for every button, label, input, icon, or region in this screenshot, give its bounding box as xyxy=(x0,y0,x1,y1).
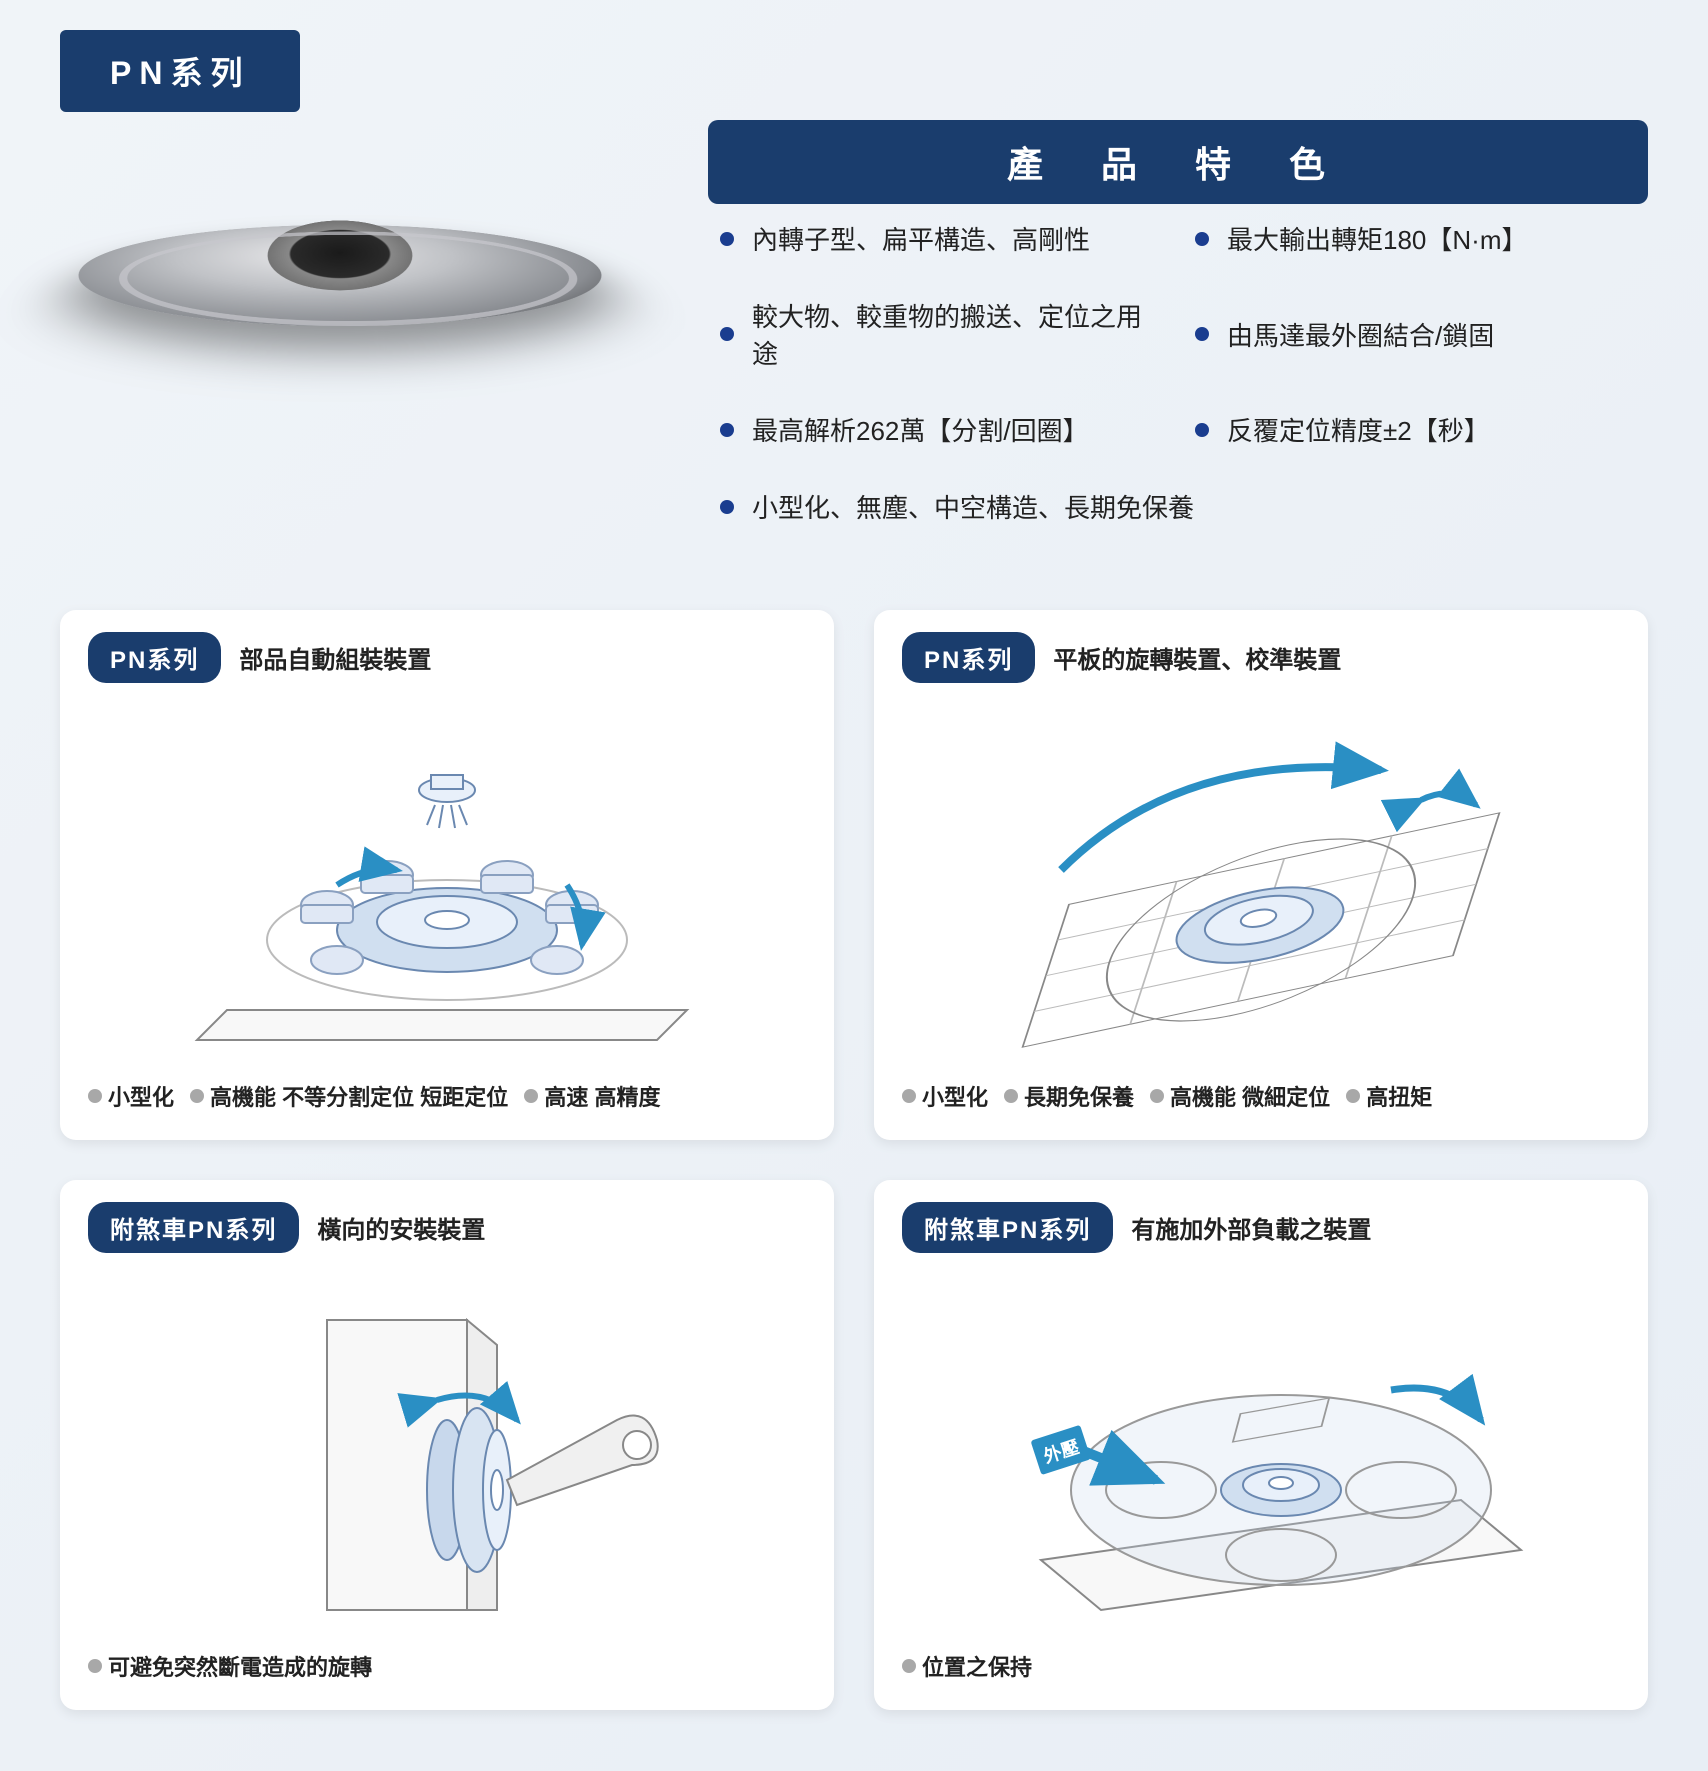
bullet-icon xyxy=(720,327,734,341)
footer-group: 小型化 xyxy=(902,1080,988,1112)
footer-group: 可避免突然斷電造成的旋轉 xyxy=(88,1650,372,1682)
card-title: 有施加外部負載之裝置 xyxy=(1131,1210,1371,1245)
card-badge: PN系列 xyxy=(88,632,221,683)
card-illustration xyxy=(88,1269,806,1650)
footer-text: 小型化 xyxy=(108,1080,174,1112)
footer-text: 高機能 xyxy=(1170,1080,1236,1112)
bullet-icon xyxy=(1195,423,1209,437)
footer-text: 微細定位 xyxy=(1242,1080,1330,1112)
application-card: PN系列 平板的旋轉裝置、校準裝置 xyxy=(874,610,1648,1140)
card-illustration xyxy=(88,699,806,1080)
footer-text: 長期免保養 xyxy=(1024,1080,1134,1112)
gray-bullet-icon xyxy=(902,1659,916,1673)
external-load-diagram: 外壓 xyxy=(981,1300,1541,1620)
gray-bullet-icon xyxy=(190,1089,204,1103)
card-badge: 附煞車PN系列 xyxy=(902,1202,1113,1253)
card-footer: 位置之保持 xyxy=(902,1650,1620,1682)
card-footer: 可避免突然斷電造成的旋轉 xyxy=(88,1650,806,1682)
footer-group: 小型化 xyxy=(88,1080,174,1112)
plate-rotation-diagram xyxy=(981,730,1541,1050)
application-card: PN系列 部品自動組裝裝置 xyxy=(60,610,834,1140)
card-header: 附煞車PN系列 有施加外部負載之裝置 xyxy=(902,1202,1620,1253)
feature-text: 由馬達最外圈結合/鎖固 xyxy=(1227,316,1494,353)
cards-grid: PN系列 部品自動組裝裝置 xyxy=(60,610,1648,1710)
footer-text: 高扭矩 xyxy=(1366,1080,1432,1112)
feature-text: 較大物、較重物的搬送、定位之用途 xyxy=(752,297,1165,371)
application-card: 附煞車PN系列 橫向的安裝裝置 可避免突然斷電造成的旋轉 xyxy=(60,1180,834,1710)
feature-item: 由馬達最外圈結合/鎖固 xyxy=(1195,297,1640,371)
gray-bullet-icon xyxy=(902,1089,916,1103)
feature-item: 內轉子型、扁平構造、高剛性 xyxy=(720,220,1165,257)
application-card: 附煞車PN系列 有施加外部負載之裝置 xyxy=(874,1180,1648,1710)
gray-bullet-icon xyxy=(1150,1089,1164,1103)
footer-text: 高速 xyxy=(544,1080,588,1112)
gray-bullet-icon xyxy=(1346,1089,1360,1103)
horizontal-mount-diagram xyxy=(187,1290,707,1630)
bullet-icon xyxy=(720,423,734,437)
card-badge: PN系列 xyxy=(902,632,1035,683)
footer-text: 高精度 xyxy=(594,1080,660,1112)
footer-group: 長期免保養 xyxy=(1004,1080,1134,1112)
assembly-diagram xyxy=(187,730,707,1050)
bullet-icon xyxy=(1195,232,1209,246)
footer-group: 高速 高精度 xyxy=(524,1080,660,1112)
feature-text: 最高解析262萬【分割/回圈】 xyxy=(752,411,1089,448)
product-photo xyxy=(80,170,620,510)
card-title: 橫向的安裝裝置 xyxy=(317,1210,485,1245)
feature-text: 內轉子型、扁平構造、高剛性 xyxy=(752,220,1090,257)
feature-item: 反覆定位精度±2【秒】 xyxy=(1195,411,1640,448)
card-illustration: 外壓 xyxy=(902,1269,1620,1650)
card-header: 附煞車PN系列 橫向的安裝裝置 xyxy=(88,1202,806,1253)
features-list: 內轉子型、扁平構造、高剛性 最大輸出轉矩180【N·m】 較大物、較重物的搬送、… xyxy=(720,220,1640,525)
bullet-icon xyxy=(720,500,734,514)
footer-text: 高機能 xyxy=(210,1080,276,1112)
bullet-icon xyxy=(1195,327,1209,341)
footer-text: 位置之保持 xyxy=(922,1650,1032,1682)
footer-text: 短距定位 xyxy=(420,1080,508,1112)
gray-bullet-icon xyxy=(1004,1089,1018,1103)
footer-group: 高扭矩 xyxy=(1346,1080,1432,1112)
footer-group: 位置之保持 xyxy=(902,1650,1032,1682)
card-footer: 小型化 高機能 不等分割定位 短距定位 高速 高精度 xyxy=(88,1080,806,1112)
card-header: PN系列 平板的旋轉裝置、校準裝置 xyxy=(902,632,1620,683)
feature-item: 最高解析262萬【分割/回圈】 xyxy=(720,411,1165,448)
features-header: 產 品 特 色 xyxy=(708,120,1648,204)
feature-text: 反覆定位精度±2【秒】 xyxy=(1227,411,1490,448)
gray-bullet-icon xyxy=(88,1659,102,1673)
feature-text: 小型化、無塵、中空構造、長期免保養 xyxy=(752,488,1194,525)
bullet-icon xyxy=(720,232,734,246)
card-footer: 小型化 長期免保養 高機能 微細定位 高扭矩 xyxy=(902,1080,1620,1112)
series-badge: PN系列 xyxy=(60,30,300,112)
feature-item: 較大物、較重物的搬送、定位之用途 xyxy=(720,297,1165,371)
card-title: 部品自動組裝裝置 xyxy=(239,640,431,675)
gray-bullet-icon xyxy=(88,1089,102,1103)
footer-group: 高機能 不等分割定位 短距定位 xyxy=(190,1080,508,1112)
card-illustration xyxy=(902,699,1620,1080)
footer-text: 不等分割定位 xyxy=(282,1080,414,1112)
motor-disc-illustration xyxy=(48,225,631,326)
feature-item: 最大輸出轉矩180【N·m】 xyxy=(1195,220,1640,257)
gray-bullet-icon xyxy=(524,1089,538,1103)
card-badge: 附煞車PN系列 xyxy=(88,1202,299,1253)
card-title: 平板的旋轉裝置、校準裝置 xyxy=(1053,640,1341,675)
card-header: PN系列 部品自動組裝裝置 xyxy=(88,632,806,683)
feature-text: 最大輸出轉矩180【N·m】 xyxy=(1227,220,1527,257)
footer-text: 小型化 xyxy=(922,1080,988,1112)
feature-item: 小型化、無塵、中空構造、長期免保養 xyxy=(720,488,1640,525)
footer-group: 高機能 微細定位 xyxy=(1150,1080,1330,1112)
footer-text: 可避免突然斷電造成的旋轉 xyxy=(108,1650,372,1682)
